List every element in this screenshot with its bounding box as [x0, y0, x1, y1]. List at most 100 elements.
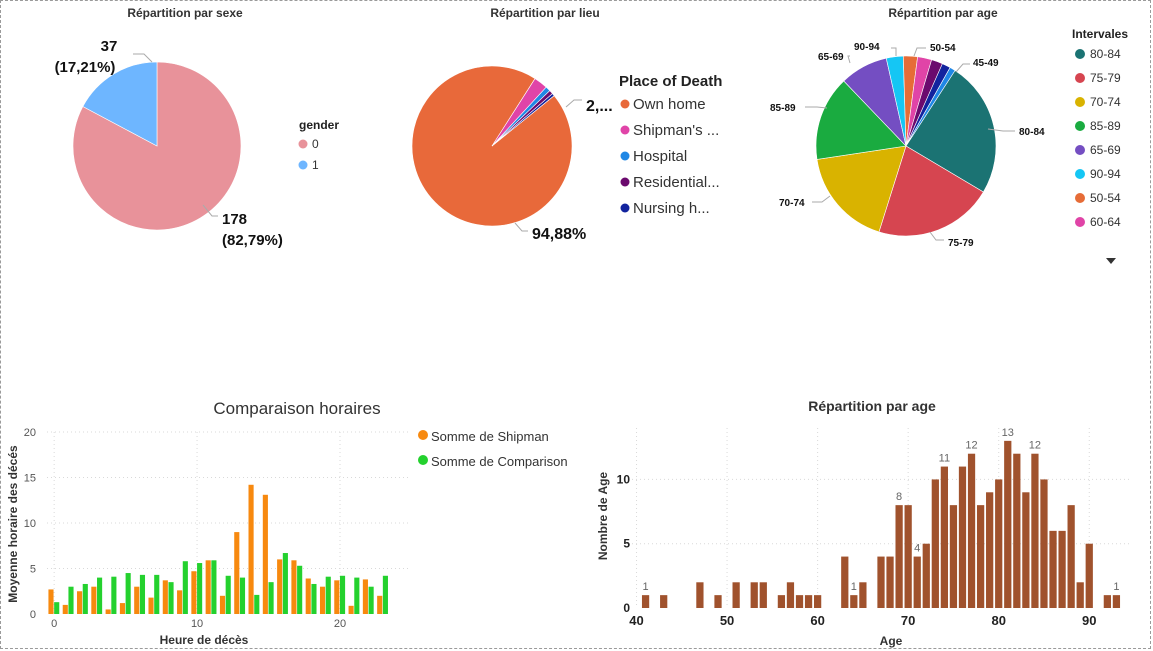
hour-bar-comparison-18[interactable] [311, 583, 317, 614]
sex-pie-slice-1[interactable] [82, 61, 158, 147]
hour-bar-shipman-6[interactable] [134, 586, 140, 614]
sex-pie-visual[interactable]: Répartition par sexe 37 (17,21%) 178 (82… [55, 6, 340, 249]
hour-chart-visual[interactable]: Comparaison horaires 0 5 10 15 20 0 10 20 Heure… [6, 399, 568, 647]
hour-bar-shipman-19[interactable] [319, 586, 326, 614]
hour-bar-comparison-20[interactable] [339, 575, 346, 614]
age-legend-label-2[interactable]: 70-74 [1090, 95, 1121, 109]
age-bar-54[interactable] [759, 582, 767, 608]
hour-bar-comparison-9[interactable] [182, 561, 188, 614]
age-bar-71[interactable] [913, 556, 921, 608]
hour-bar-comparison-22[interactable] [368, 586, 374, 614]
age-bar-87[interactable] [1058, 530, 1066, 608]
age-bar-69[interactable] [895, 505, 903, 608]
age-bar-67[interactable] [877, 556, 885, 608]
sex-legend-label-0[interactable]: 0 [312, 137, 319, 151]
hour-bar-shipman-22[interactable] [362, 579, 368, 614]
place-legend-label-4[interactable]: Nursing h... [633, 200, 710, 217]
age-bar-84[interactable] [1031, 453, 1039, 608]
hour-bar-shipman-17[interactable] [291, 560, 297, 614]
age-bar-59[interactable] [804, 595, 813, 608]
age-pie-slice-2[interactable] [816, 145, 907, 233]
age-bar-53[interactable] [750, 582, 758, 608]
hour-bar-comparison-17[interactable] [297, 565, 303, 614]
age-bar-92[interactable] [1103, 595, 1111, 608]
age-bar-78[interactable] [976, 505, 985, 608]
age-bar-79[interactable] [986, 492, 994, 608]
age-bar-68[interactable] [886, 556, 894, 608]
age-bar-80[interactable] [995, 479, 1003, 608]
hour-bar-shipman-4[interactable] [105, 609, 111, 614]
age-pie-slice-0[interactable] [905, 70, 997, 193]
place-pie-slice-4[interactable] [491, 93, 555, 147]
age-bar-72[interactable] [922, 543, 930, 608]
hour-bar-shipman-14[interactable] [248, 484, 254, 614]
age-bar-64[interactable] [850, 595, 858, 608]
hour-bar-shipman-12[interactable] [219, 595, 226, 614]
age-bar-82[interactable] [1013, 453, 1021, 608]
age-bar-75[interactable] [949, 505, 958, 608]
age-bar-51[interactable] [732, 582, 740, 608]
hour-bar-comparison-4[interactable] [111, 576, 117, 614]
hour-bar-shipman-11[interactable] [205, 560, 211, 614]
hour-bar-shipman-8[interactable] [162, 580, 168, 614]
hour-bar-comparison-13[interactable] [239, 577, 246, 614]
hour-bar-comparison-10[interactable] [197, 563, 203, 614]
age-pie-slice-10[interactable] [905, 67, 956, 147]
age-legend-label-3[interactable]: 85-89 [1090, 119, 1121, 133]
age-bar-77[interactable] [967, 453, 976, 608]
age-legend-label-4[interactable]: 65-69 [1090, 143, 1121, 157]
age-bar-81[interactable] [1004, 440, 1012, 608]
age-pie-slice-3[interactable] [815, 80, 907, 160]
hour-bar-shipman-7[interactable] [148, 597, 154, 614]
age-bar-41[interactable] [641, 595, 650, 608]
hour-bar-comparison-3[interactable] [97, 577, 103, 614]
hour-legend-label-comparison[interactable]: Somme de Comparison [431, 454, 568, 469]
age-bar-76[interactable] [958, 466, 967, 608]
hour-bar-comparison-14[interactable] [254, 594, 260, 614]
hour-bar-comparison-5[interactable] [125, 573, 131, 614]
place-legend-label-1[interactable]: Shipman's ... [633, 122, 719, 139]
hour-bar-shipman-20[interactable] [334, 580, 340, 614]
hour-bar-comparison-1[interactable] [68, 586, 74, 614]
age-bar-49[interactable] [714, 595, 722, 608]
hour-bar-shipman-2[interactable] [77, 591, 83, 614]
age-bar-65[interactable] [859, 582, 867, 608]
hour-bar-comparison-23[interactable] [382, 575, 388, 614]
hour-bar-comparison-16[interactable] [282, 553, 288, 614]
age-pie-visual[interactable]: Répartition par age 80-84 75-79 70-74 85… [770, 6, 1128, 264]
age-bar-43[interactable] [660, 595, 668, 608]
age-bar-85[interactable] [1040, 479, 1048, 608]
hour-bar-shipman-3[interactable] [91, 586, 97, 614]
age-bar-57[interactable] [786, 582, 795, 608]
hour-bar-shipman-13[interactable] [234, 532, 240, 614]
age-bar-93[interactable] [1112, 595, 1121, 608]
age-bar-60[interactable] [814, 595, 822, 608]
hour-bar-shipman-5[interactable] [119, 603, 126, 614]
hour-bar-shipman-1[interactable] [62, 604, 68, 614]
age-bar-58[interactable] [795, 595, 804, 608]
hour-bar-comparison-2[interactable] [82, 583, 88, 614]
age-legend-label-1[interactable]: 75-79 [1090, 71, 1121, 85]
age-bar-90[interactable] [1085, 543, 1093, 608]
age-bar-63[interactable] [841, 556, 849, 608]
hour-bar-comparison-11[interactable] [211, 560, 217, 614]
age-bar-74[interactable] [940, 466, 948, 608]
hour-legend-label-shipman[interactable]: Somme de Shipman [431, 429, 549, 444]
place-legend-label-3[interactable]: Residential... [633, 174, 720, 191]
age-bar-70[interactable] [904, 505, 912, 608]
legend-scroll-down-icon[interactable] [1106, 258, 1116, 264]
age-bar-47[interactable] [696, 582, 704, 608]
place-legend-label-0[interactable]: Own home [633, 96, 706, 113]
hour-bar-comparison-0[interactable] [54, 602, 60, 614]
sex-legend-label-1[interactable]: 1 [312, 158, 319, 172]
age-legend-label-0[interactable]: 80-84 [1090, 47, 1121, 61]
hour-bar-shipman-10[interactable] [191, 571, 197, 614]
hour-bar-shipman-0[interactable] [48, 589, 54, 614]
age-bar-88[interactable] [1067, 505, 1075, 608]
hour-bar-shipman-21[interactable] [348, 605, 354, 614]
hour-bar-shipman-16[interactable] [277, 559, 283, 614]
hour-bar-comparison-12[interactable] [225, 575, 231, 614]
place-pie-visual[interactable]: Répartition par lieu 2,... 94,88% Place … [411, 6, 722, 243]
hour-bar-comparison-8[interactable] [168, 582, 174, 614]
age-legend-label-7[interactable]: 60-64 [1090, 215, 1121, 229]
